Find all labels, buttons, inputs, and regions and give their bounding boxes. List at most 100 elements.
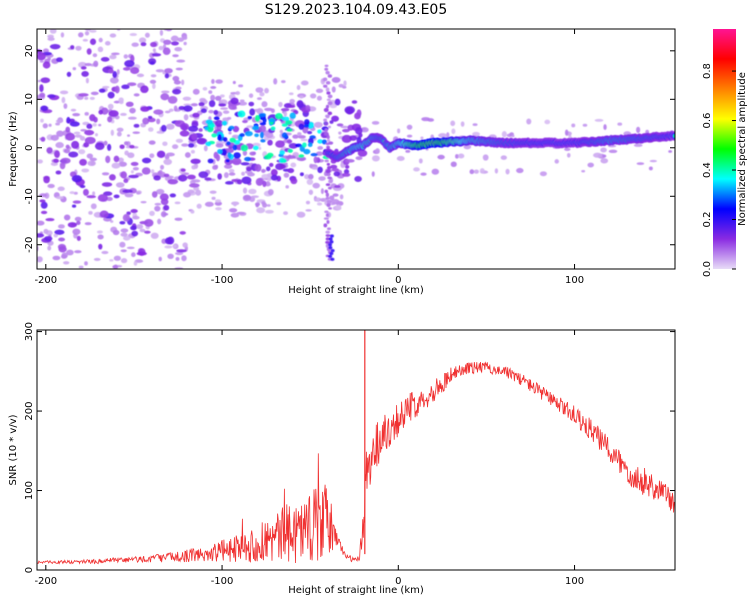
spectrogram-cell [312, 182, 321, 189]
spectrogram-cell [355, 156, 363, 161]
spectrogram-cell [39, 199, 46, 203]
spectrogram-cell [94, 133, 98, 137]
spectrogram-cell [341, 134, 352, 143]
spectrogram-cell [59, 162, 66, 170]
spectrogram-cell [636, 162, 645, 165]
spectrogram-cell [198, 128, 203, 132]
spectrogram-cell [139, 228, 146, 233]
spectrogram-cell [511, 134, 515, 138]
spectrogram-cell [349, 135, 358, 141]
spectrogram-cell [159, 193, 169, 201]
spectrogram-cell [251, 125, 260, 131]
spectrogram-cell [86, 123, 93, 129]
spectrogram-cell [260, 139, 266, 143]
spectrogram-cell [328, 207, 333, 210]
spectrogram-cell [195, 189, 202, 196]
spectrogram-cell [40, 105, 49, 112]
spectrogram-cell [84, 222, 92, 226]
spectrogram-cell [175, 138, 184, 143]
spectrogram-cell [40, 201, 48, 209]
spectrogram-cell [223, 172, 229, 179]
spectrogram-cell [210, 94, 216, 101]
spectrogram-cell [114, 85, 120, 94]
spectrogram-cell [97, 194, 108, 202]
spectrogram-cell [127, 82, 137, 87]
spectrogram-cell [339, 194, 344, 200]
spectrogram-cell [129, 107, 136, 114]
spectrogram-cell [321, 139, 327, 145]
spectrogram-cell [63, 103, 68, 109]
spectrogram-cell [85, 77, 89, 84]
spectrogram-cell [180, 123, 190, 131]
spectrogram-cell [66, 249, 74, 256]
spectrogram-cell [199, 97, 207, 103]
spectrogram-cell [256, 97, 262, 101]
spectrogram-cell [323, 217, 329, 220]
spectrogram-cell [123, 235, 131, 241]
spectrogram-cell [99, 210, 109, 218]
spectrogram-cell [161, 90, 170, 94]
spectrogram-cell [176, 249, 187, 253]
spectrogram-cell [323, 223, 328, 228]
spectrogram-cell [162, 47, 171, 55]
spectrogram-cell [158, 256, 162, 262]
spectrogram-cell [76, 220, 81, 225]
spectrogram-cell [505, 168, 510, 175]
spectrogram-cell [469, 169, 475, 175]
spectrogram-cell [581, 169, 586, 173]
spectrogram-cell [500, 155, 507, 160]
spectrogram-cell [198, 171, 209, 179]
spectrogram-cell [244, 156, 252, 162]
spectrogram-cell [55, 196, 64, 200]
spectrogram-cell [305, 105, 311, 110]
spectrogram-cell [122, 67, 131, 71]
colorbar-gradient [713, 29, 736, 269]
spectrogram-cell [587, 162, 594, 168]
spectrogram-cell [93, 257, 101, 261]
spectrogram-cell [84, 112, 89, 116]
spectrogram-cell [289, 98, 295, 104]
spectrogram-cell [315, 88, 324, 93]
spectrogram-cell [48, 123, 52, 127]
spectrogram-cell [177, 37, 184, 42]
spectrogram-cell [326, 139, 331, 142]
spectrogram-cell [60, 32, 65, 38]
spectrogram-cell [47, 94, 56, 99]
spectrogram-cell [254, 133, 259, 138]
spectrogram-cells [37, 29, 675, 269]
spectrogram-cell [310, 153, 318, 157]
spectrogram-cell [215, 79, 223, 84]
spectrogram-cell [86, 153, 94, 159]
spectrogram-cell [78, 32, 84, 38]
spectrogram-cell [109, 77, 119, 84]
spectrogram-cell [181, 255, 187, 262]
x-tick-label: -200 [34, 576, 57, 587]
spectrogram-cell [150, 169, 155, 174]
spectrogram-cell [47, 34, 54, 39]
spectrogram-cell [66, 116, 71, 124]
spectrogram-cell [74, 250, 82, 254]
spectrogram-cell [227, 151, 232, 159]
spectrogram-cell [191, 165, 197, 170]
spectrogram-cell [307, 142, 313, 148]
colorbar-tick-label: 0.4 [702, 162, 713, 178]
spectrogram-cell [53, 158, 59, 163]
spectrogram-cell [255, 87, 264, 93]
spectrogram-cell [278, 101, 283, 108]
spectrogram-cell [164, 68, 173, 74]
spectrogram-cell [323, 118, 328, 122]
spectrogram-cell [110, 220, 114, 223]
spectrogram-cell [306, 178, 314, 186]
spectrogram-cell [181, 143, 189, 147]
spectrogram-cell [178, 174, 188, 182]
spectrogram-cell [221, 120, 228, 126]
spectrogram-cell [56, 130, 64, 137]
spectrogram-cell [205, 119, 214, 125]
spectrogram-cell [156, 188, 165, 195]
spectrogram-cell [105, 155, 111, 164]
spectrogram-cell [179, 231, 186, 235]
spectrogram-cell [343, 80, 347, 87]
spectrogram-cell [167, 178, 179, 185]
spectrogram-cell [325, 142, 330, 146]
spectrogram-cell [131, 252, 136, 258]
